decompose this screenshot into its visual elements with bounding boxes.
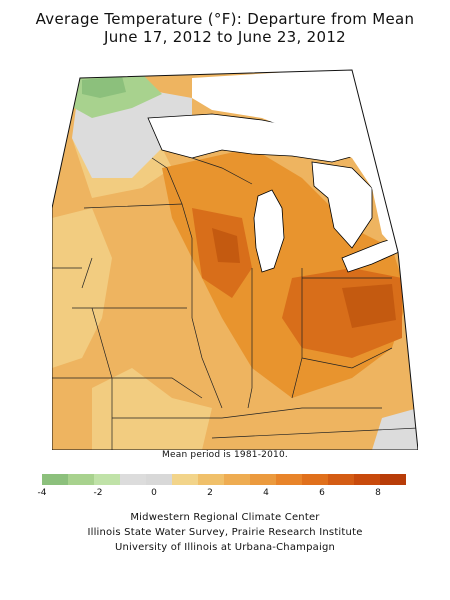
map-border [52,69,418,450]
legend-tick-label: 2 [207,488,213,498]
legend-swatch [380,474,406,485]
legend-tick-label: 8 [375,488,381,498]
legend-swatch [276,474,302,485]
legend-swatch [354,474,380,485]
cooler-zone [82,76,126,98]
credit-line-2: Illinois State Water Survey, Prairie Res… [87,527,363,538]
legend-tick-label: 0 [151,488,157,498]
legend-tick-label: 6 [319,488,325,498]
legend-swatch [94,474,120,485]
legend-swatch [302,474,328,485]
title-line-2: June 17, 2012 to June 23, 2012 [103,28,347,46]
state-boundaries [52,157,418,450]
map-title: Average Temperature (°F): Departure from… [0,10,450,46]
mean-period-note: Mean period is 1981-2010. [162,450,288,460]
legend-tick-label: 4 [263,488,269,498]
mild-zone-south [92,368,212,450]
legend-tick-labels: -4 -2 0 2 4 6 8 [38,485,406,509]
legend-swatch [172,474,198,485]
legend-swatch [224,474,250,485]
canada-area [192,70,398,252]
legend-swatch [120,474,146,485]
credits: Midwestern Regional Climate Center Illin… [0,510,450,555]
lake-michigan [253,189,285,273]
legend-swatch [250,474,276,485]
title-line-1: Average Temperature (°F): Departure from… [35,10,415,28]
temperature-map [52,58,418,450]
credit-line-3: University of Illinois at Urbana-Champai… [114,542,336,553]
legend-color-bar [42,474,406,485]
hottest-zone-wisconsin [212,228,240,263]
legend-tick-label: -2 [93,488,103,498]
legend-swatch [146,474,172,485]
legend-swatch [68,474,94,485]
legend-tick-label: -4 [37,488,47,498]
legend-swatch [42,474,68,485]
hottest-zone-ohio [342,284,396,328]
credit-line-1: Midwestern Regional Climate Center [130,512,320,523]
legend-swatch [198,474,224,485]
legend-swatch [328,474,354,485]
lake-huron [311,161,373,249]
color-legend: -4 -2 0 2 4 6 8 [38,474,406,510]
